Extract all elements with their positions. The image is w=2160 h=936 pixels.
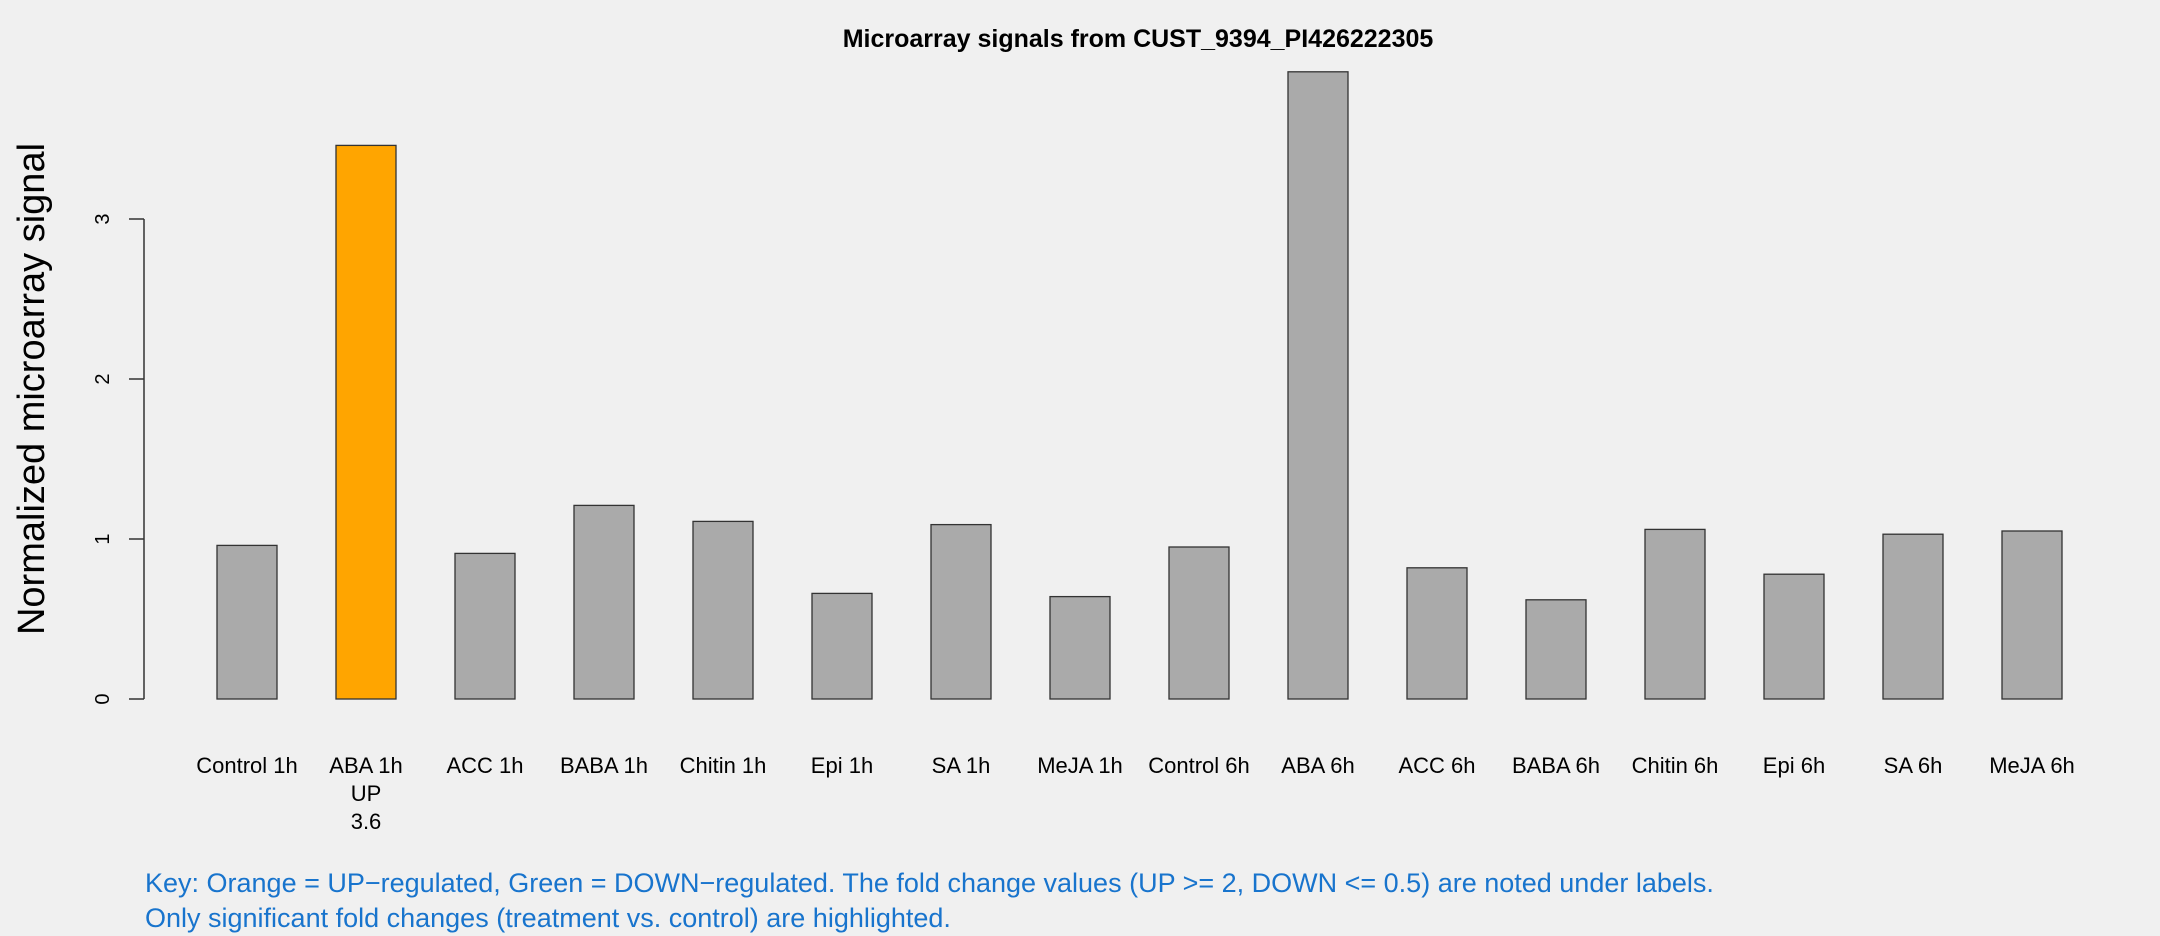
x-tick-label: MeJA 6h: [1989, 753, 2075, 778]
y-tick-label: 0: [92, 693, 114, 704]
y-tick-label: 2: [92, 373, 114, 384]
bar: [1644, 528, 1706, 700]
x-tick-label: ACC 6h: [1398, 753, 1475, 778]
bars: [216, 71, 2063, 700]
bar: [335, 144, 397, 700]
bar: [1049, 595, 1111, 700]
bar: [1763, 573, 1825, 700]
y-tick-label: 3: [92, 213, 114, 224]
bar: [1287, 71, 1349, 700]
x-tick-label: BABA 1h: [560, 753, 648, 778]
bar: [573, 504, 635, 700]
bar: [1525, 599, 1587, 700]
y-axis: 0 1 2 3: [92, 213, 145, 705]
x-tick-label: SA 6h: [1884, 753, 1943, 778]
x-tick-label: Chitin 1h: [680, 753, 767, 778]
x-tick-label: Epi 6h: [1763, 753, 1825, 778]
bar: [692, 520, 754, 700]
bar: [811, 592, 873, 700]
key-line-1: Key: Orange = UP−regulated, Green = DOWN…: [145, 868, 1714, 898]
bar: [2001, 530, 2063, 700]
x-tick-label: Control 6h: [1148, 753, 1250, 778]
x-tick-labels: Control 1h ABA 1h ACC 1h BABA 1h Chitin 1h Ep…: [196, 753, 2075, 834]
bar: [930, 523, 992, 700]
bar: [1882, 533, 1944, 700]
x-tick-label: Epi 1h: [811, 753, 873, 778]
fold-change-annotation: 3.6: [351, 809, 382, 834]
x-tick-label: ABA 1h: [329, 753, 402, 778]
key-line-2: Only significant fold changes (treatment…: [145, 903, 951, 933]
x-tick-label: ACC 1h: [446, 753, 523, 778]
x-tick-label: MeJA 1h: [1037, 753, 1123, 778]
x-tick-label: SA 1h: [932, 753, 991, 778]
bar: [454, 552, 516, 700]
x-tick-label: ABA 6h: [1281, 753, 1354, 778]
bar: [1168, 546, 1230, 700]
chart-title: Microarray signals from CUST_9394_PI4262…: [843, 25, 1434, 53]
x-tick-label: Chitin 6h: [1632, 753, 1719, 778]
y-axis-label: Normalized microarray signal: [11, 143, 53, 635]
y-tick-label: 1: [92, 533, 114, 544]
fold-change-annotation: UP: [351, 781, 382, 806]
x-tick-label: Control 1h: [196, 753, 298, 778]
bar: [216, 544, 278, 700]
bar: [1406, 567, 1468, 700]
x-tick-label: BABA 6h: [1512, 753, 1600, 778]
